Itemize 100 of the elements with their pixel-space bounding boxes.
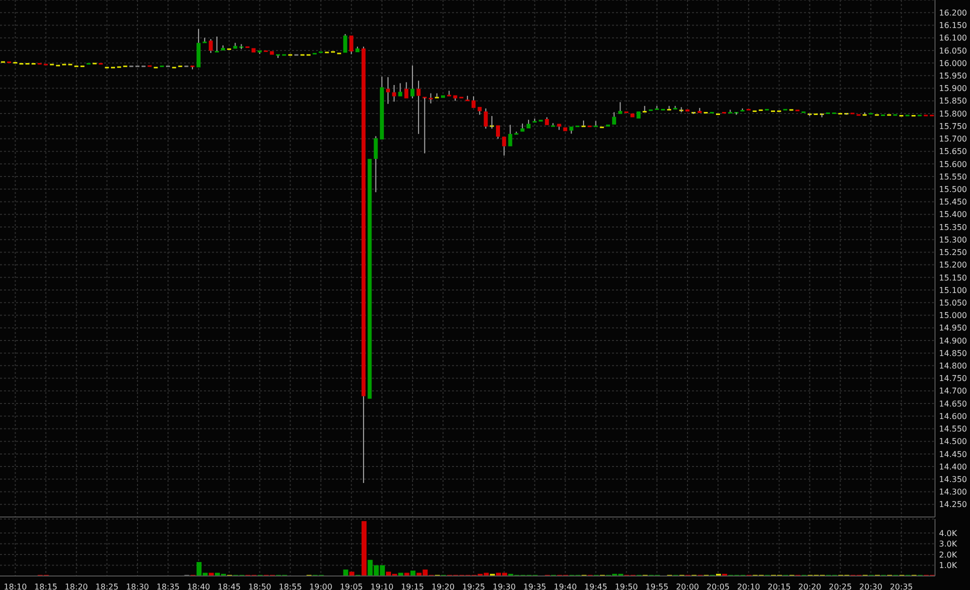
x-tick-label: 20:35 <box>890 582 913 590</box>
candlestick <box>349 36 354 55</box>
y-tick-label: 14.400 <box>939 462 967 472</box>
bar <box>410 570 416 576</box>
candlestick <box>398 82 402 96</box>
candlestick <box>434 92 439 98</box>
y-tick-label: 15.050 <box>939 298 967 308</box>
x-tick-label: 19:10 <box>370 582 394 590</box>
candlestick <box>453 95 458 102</box>
x-tick-label: 18:45 <box>218 582 241 590</box>
x-tick-label: 20:00 <box>676 582 700 590</box>
x-tick-label: 19:45 <box>584 582 608 590</box>
y-tick-label: 16.150 <box>939 21 967 30</box>
bar <box>343 570 348 576</box>
x-tick-label: 18:55 <box>278 582 302 590</box>
y-tick-label: 14.600 <box>939 412 967 421</box>
candlestick <box>202 37 207 44</box>
candlestick <box>508 124 512 146</box>
candlestick <box>428 92 433 104</box>
candlestick <box>416 80 421 134</box>
y-tick-label: 14.500 <box>939 437 967 446</box>
y-tick-label: 16.000 <box>939 58 967 68</box>
candlestick <box>557 124 562 130</box>
candlestick <box>386 76 390 104</box>
y-tick-label: 15.850 <box>939 96 967 106</box>
y-tick-label: 15.500 <box>939 184 967 194</box>
candlestick <box>642 105 647 112</box>
candlestick <box>514 131 518 135</box>
y-tick-label: 14.850 <box>939 348 967 358</box>
y-tick-label: 15.900 <box>939 84 967 94</box>
y-tick-label: 15.600 <box>939 160 967 169</box>
y-tick-label: 15.450 <box>939 198 967 207</box>
y-tick-label: 2.0K <box>939 550 958 560</box>
x-tick-label: 18:15 <box>34 582 58 590</box>
candlestick <box>214 36 219 52</box>
candlestick <box>441 95 445 98</box>
y-tick-label: 15.300 <box>939 235 967 244</box>
candlestick <box>740 108 744 112</box>
candlestick <box>221 44 225 50</box>
candlestick <box>478 106 482 116</box>
candlestick <box>368 158 372 399</box>
x-tick-label: 19:15 <box>400 582 424 590</box>
candlestick <box>465 95 470 102</box>
candlestick <box>404 82 408 98</box>
candlestick <box>520 123 524 132</box>
candlestick <box>447 90 452 96</box>
y-tick-label: 15.550 <box>939 172 967 182</box>
x-tick-label: 18:25 <box>95 582 118 590</box>
x-tick-label: 18:35 <box>156 582 180 590</box>
candlestick <box>636 111 641 119</box>
candlestick <box>362 46 366 484</box>
y-tick-label: 16.100 <box>939 34 967 43</box>
x-tick-label: 19:40 <box>554 582 577 590</box>
candlestick <box>582 120 586 128</box>
x-tick-label: 18:50 <box>248 582 272 590</box>
candlestick <box>502 136 506 156</box>
y-tick-label: 15.750 <box>939 122 967 131</box>
y-tick-label: 1.0K <box>939 561 958 570</box>
candlestick <box>343 34 348 53</box>
x-tick-label: 20:15 <box>768 582 791 590</box>
candlestick <box>630 113 634 118</box>
x-tick-label: 19:00 <box>309 582 332 590</box>
candlestick <box>698 107 702 113</box>
candlestick <box>270 51 274 55</box>
candlestick <box>563 127 568 132</box>
candlestick <box>526 119 531 128</box>
y-tick-label: 15.800 <box>939 109 967 118</box>
candlestick <box>422 96 427 154</box>
y-tick-label: 14.550 <box>939 424 967 434</box>
y-tick-label: 14.700 <box>939 386 967 396</box>
y-tick-label: 14.800 <box>939 362 967 371</box>
y-tick-label: 14.950 <box>939 324 967 333</box>
x-tick-label: 19:30 <box>492 582 516 590</box>
y-tick-label: 3.0K <box>939 540 958 549</box>
y-tick-label: 15.700 <box>939 134 967 144</box>
candlestick <box>374 136 378 193</box>
candlestick <box>258 50 262 54</box>
candlestick <box>190 66 194 70</box>
x-tick-label: 20:05 <box>706 582 730 590</box>
y-tick-label: 15.400 <box>939 210 967 220</box>
y-tick-label: 14.900 <box>939 336 967 346</box>
y-tick-label: 15.150 <box>939 273 967 282</box>
x-tick-label: 20:20 <box>798 582 822 590</box>
bar <box>362 521 367 576</box>
x-tick-label: 19:35 <box>523 582 546 590</box>
x-tick-label: 20:10 <box>737 582 760 590</box>
x-tick-label: 19:05 <box>340 582 363 590</box>
y-tick-label: 4.0K <box>939 528 958 538</box>
y-tick-label: 15.100 <box>939 286 967 295</box>
y-tick-label: 15.950 <box>939 72 967 80</box>
candlestick <box>196 28 201 68</box>
x-tick-label: 18:30 <box>126 582 150 590</box>
candlestick <box>380 76 384 140</box>
candlestick <box>618 102 622 114</box>
candlestick <box>410 65 414 99</box>
y-tick-label: 15.250 <box>939 248 967 258</box>
y-tick-label: 14.750 <box>939 374 967 384</box>
y-tick-label: 16.050 <box>939 46 967 56</box>
candlestick <box>728 109 732 114</box>
y-tick-label: 14.250 <box>939 500 967 510</box>
